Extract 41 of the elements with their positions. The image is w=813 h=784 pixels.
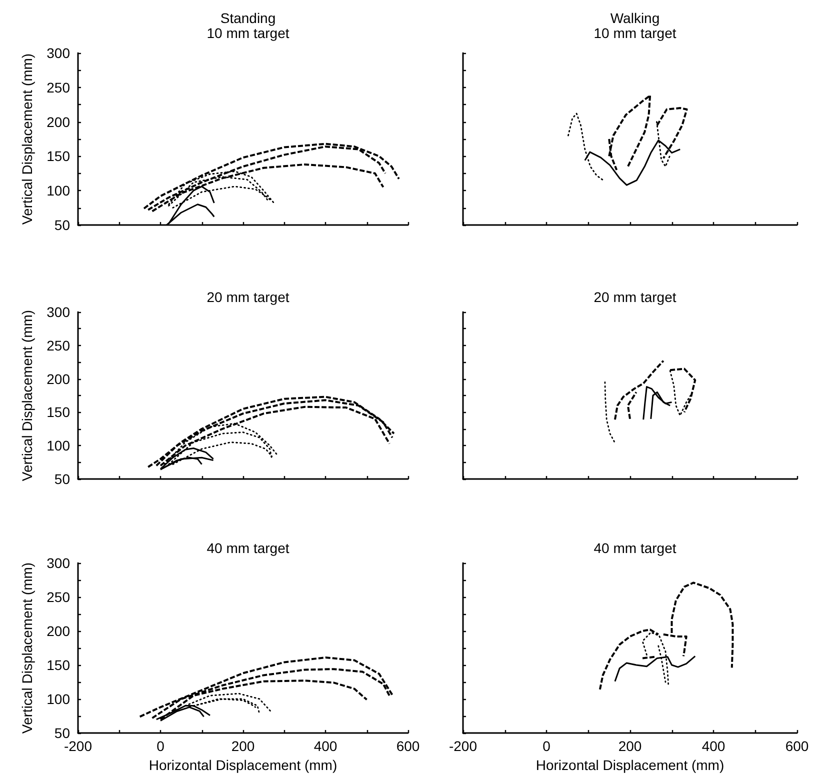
chart-subtitle: 10 mm target [594, 25, 676, 41]
y-tick-label: 300 [46, 304, 70, 320]
x-tick-label: 200 [231, 738, 255, 754]
y-tick-label: 100 [46, 691, 70, 707]
y-tick-label: 100 [46, 438, 70, 454]
y-tick-label: 300 [46, 45, 70, 61]
x-axis-title: Horizontal Displacement (mm) [536, 756, 724, 773]
y-axis-title: Vertical Displacement (mm) [19, 310, 35, 482]
y-tick-label: 50 [54, 471, 70, 487]
y-tick-label: 200 [46, 623, 70, 639]
x-tick-label: 600 [785, 738, 809, 754]
x-tick-label: 200 [618, 738, 642, 754]
y-axis-title: Vertical Displacement (mm) [19, 562, 35, 734]
y-axis-title: Vertical Displacement (mm) [19, 53, 35, 225]
y-tick-label: 50 [54, 725, 70, 741]
y-tick-label: 200 [46, 114, 70, 130]
y-tick-label: 100 [46, 182, 70, 199]
chart-title: 40 mm target [594, 540, 676, 556]
y-tick-label: 150 [46, 657, 70, 673]
chart-title: 40 mm target [206, 540, 290, 556]
x-tick-label: 600 [396, 738, 420, 754]
x-tick-label: -200 [448, 738, 478, 754]
chart-title: 20 mm target [206, 289, 290, 305]
y-tick-label: 50 [54, 217, 70, 233]
x-tick-label: 400 [702, 738, 726, 754]
y-tick-label: 300 [46, 555, 70, 571]
y-tick-label: 250 [46, 337, 70, 354]
y-tick-label: 250 [46, 589, 70, 605]
chart-title: 20 mm target [594, 289, 676, 305]
y-tick-label: 250 [46, 79, 70, 96]
x-axis-title: Horizontal Displacement (mm) [148, 756, 338, 773]
chart-subtitle: 10 mm target [206, 25, 290, 41]
y-tick-label: 200 [46, 370, 70, 387]
x-tick-label: 400 [314, 738, 338, 754]
x-tick-label: 0 [156, 738, 165, 754]
x-tick-label: -200 [64, 738, 92, 754]
y-tick-label: 150 [46, 148, 70, 164]
chart-title: Walking [610, 10, 660, 26]
chart-title: Standing [220, 10, 276, 26]
x-tick-label: 0 [542, 738, 551, 754]
y-tick-label: 150 [46, 404, 70, 420]
